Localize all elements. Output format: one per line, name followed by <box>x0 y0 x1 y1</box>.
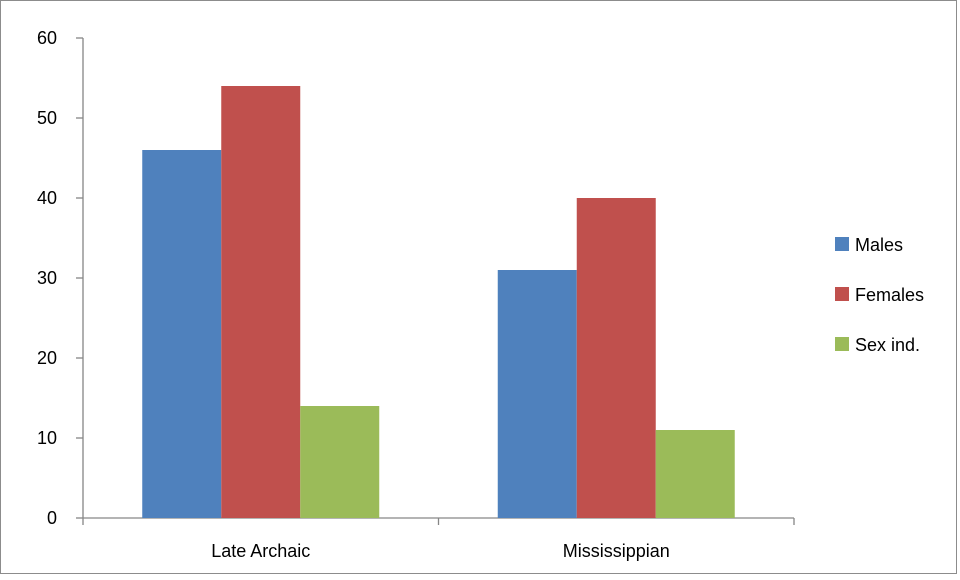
bar-males-mississippian <box>497 270 577 518</box>
y-tick-label: 60 <box>37 28 57 48</box>
y-tick-label: 50 <box>37 108 57 128</box>
legend-swatch <box>835 337 849 351</box>
y-axis: 0 10 20 30 40 50 60 <box>37 28 84 528</box>
bar-sex-ind-mississippian <box>655 430 735 518</box>
bars <box>142 86 735 518</box>
bar-females-late-archaic <box>221 86 301 518</box>
y-tick-label: 20 <box>37 348 57 368</box>
bar-sex-ind-late-archaic <box>300 406 380 518</box>
x-tick-label: Late Archaic <box>211 541 310 561</box>
legend-label: Females <box>855 285 924 305</box>
x-tick-label: Mississippian <box>563 541 670 561</box>
legend-label: Sex ind. <box>855 335 920 355</box>
bar-males-late-archaic <box>142 150 222 518</box>
bar-females-mississippian <box>576 198 656 518</box>
y-tick-label: 30 <box>37 268 57 288</box>
y-tick-label: 0 <box>47 508 57 528</box>
legend: Males Females Sex ind. <box>835 235 924 355</box>
legend-label: Males <box>855 235 903 255</box>
legend-swatch <box>835 287 849 301</box>
y-tick-label: 40 <box>37 188 57 208</box>
x-axis: Late Archaic Mississippian <box>82 517 795 561</box>
legend-swatch <box>835 237 849 251</box>
y-tick-label: 10 <box>37 428 57 448</box>
